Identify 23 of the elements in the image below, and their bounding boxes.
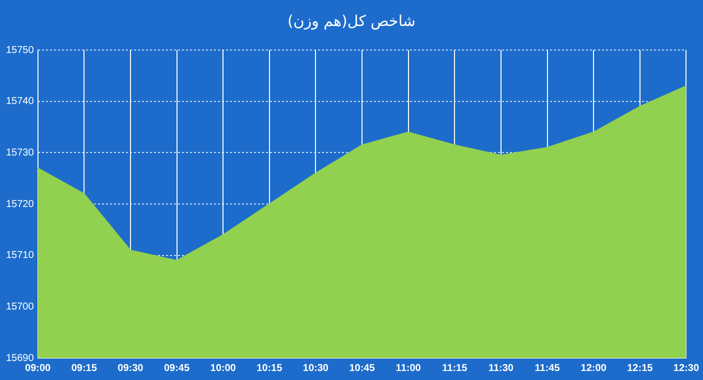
y-tick-label: 15720 [6,198,34,210]
x-tick-label: 10:30 [302,362,329,374]
x-tick-label: 11:45 [534,362,560,374]
y-tick-label: 15730 [6,147,34,158]
x-tick-label: 10:15 [256,362,283,374]
x-tick-label: 09:00 [25,362,52,374]
chart-title: شاخص کل(هم وزن) [286,12,416,30]
x-tick-label: 09:45 [164,362,190,374]
x-tick-label: 12:15 [627,362,654,374]
x-tick-label: 12:00 [580,362,607,374]
y-tick-label: 15750 [6,44,34,56]
x-tick-label: 10:45 [349,362,376,374]
x-tick-label: 10:00 [210,362,236,374]
x-tick-label: 12:30 [673,362,700,374]
x-tick-label: 11:30 [488,362,514,374]
x-tick-label: 09:15 [71,362,98,374]
y-tick-label: 15740 [6,96,34,108]
x-tick-label: 09:30 [118,362,144,374]
y-tick-label: 15710 [6,250,34,262]
x-tick-label: 11:15 [442,362,468,374]
y-tick-label: 15690 [6,352,34,364]
y-tick-label: 15700 [6,301,34,312]
x-tick-label: 11:00 [396,362,422,374]
